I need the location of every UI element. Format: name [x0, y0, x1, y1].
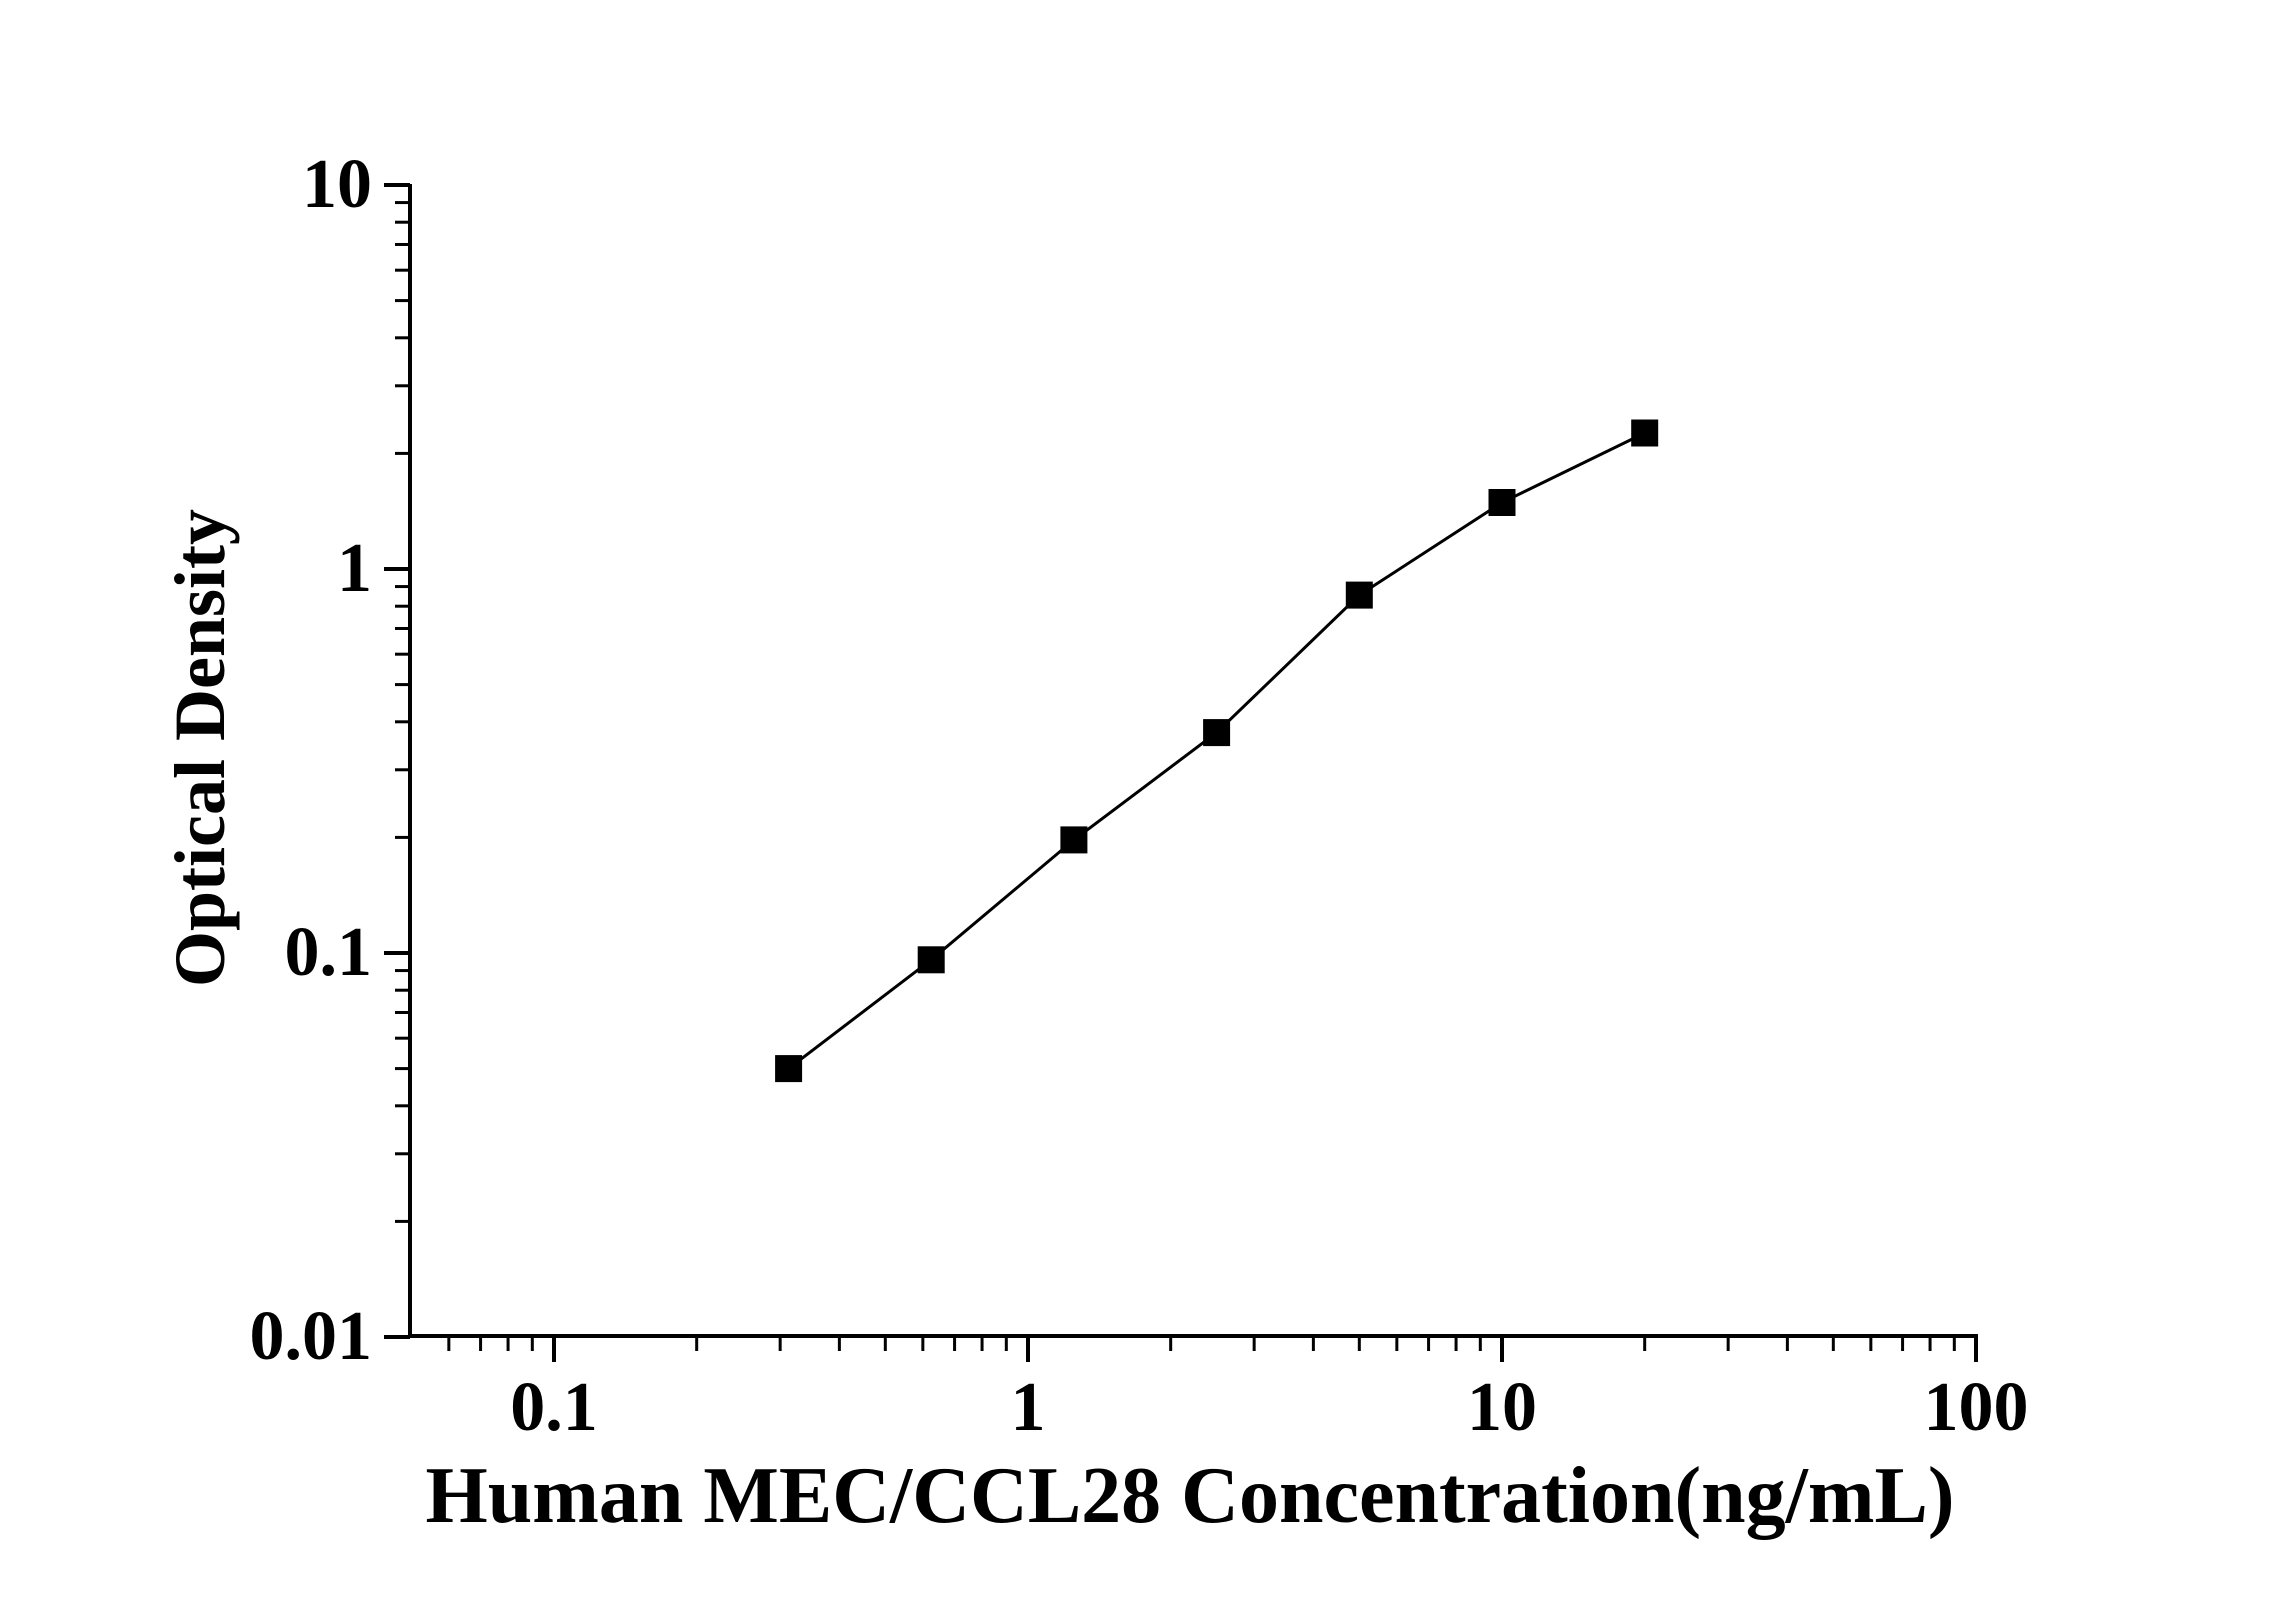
- series-layer: [775, 419, 1659, 1083]
- y-tick-label: 0.1: [285, 914, 373, 991]
- y-tick-label: 0.01: [250, 1298, 373, 1375]
- x-tick-label: 1: [1011, 1369, 1046, 1446]
- x-axis-tick-labels: 0.1 1 10 100: [510, 1369, 2028, 1446]
- x-axis-title: Human MEC/CCL28 Concentration(ng/mL): [426, 1452, 1955, 1540]
- y-tick-label: 1: [337, 530, 372, 607]
- data-point-marker: [1631, 419, 1659, 447]
- y-tick-label: 10: [302, 146, 372, 223]
- y-axis-minor-ticks: [395, 201, 410, 1223]
- standard-curve-line: [787, 431, 1646, 1070]
- x-tick-label: 10: [1467, 1369, 1537, 1446]
- x-axis-major-ticks: [552, 1336, 1978, 1362]
- data-point-marker: [1060, 826, 1088, 854]
- data-point-marker: [775, 1055, 803, 1083]
- x-axis-minor-ticks: [447, 1336, 1956, 1351]
- y-axis-major-ticks: [384, 183, 410, 1339]
- y-axis-tick-labels: 0.01 0.1 1 10: [250, 146, 373, 1375]
- data-point-marker: [1345, 581, 1373, 609]
- x-tick-label: 0.1: [510, 1369, 598, 1446]
- data-point-marker: [917, 946, 945, 974]
- data-point-marker: [1488, 489, 1516, 516]
- x-tick-label: 100: [1924, 1369, 2029, 1446]
- y-axis-title: Optical Density: [160, 509, 240, 987]
- data-point-marker: [1203, 719, 1231, 747]
